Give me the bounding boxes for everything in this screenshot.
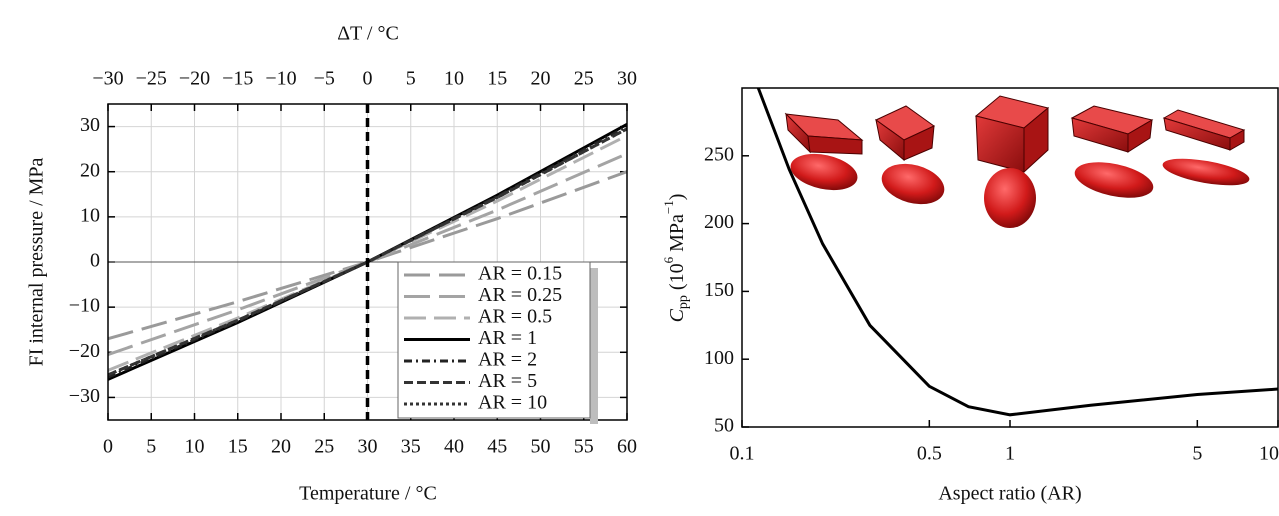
plot-frame xyxy=(107,103,628,421)
x-axis-title: Aspect ratio (AR) xyxy=(938,483,1081,505)
top-tick-label: −25 xyxy=(136,68,167,90)
y-tick-label: 10 xyxy=(80,204,100,226)
x-tick-label: 5 xyxy=(146,436,156,458)
y-tick-label: 50 xyxy=(714,415,734,437)
y-axis-title-part: C xyxy=(666,308,688,322)
x-tick-label: 25 xyxy=(314,436,334,458)
top-tick-label: 5 xyxy=(406,68,416,90)
legend-label: AR = 0.15 xyxy=(478,263,562,285)
x-tick-label: 15 xyxy=(228,436,248,458)
top-axis-title: ΔT / °C xyxy=(337,23,399,45)
y-tick-label: 100 xyxy=(704,347,734,369)
y-axis-title-part: 6 xyxy=(661,256,676,263)
top-tick-label: 25 xyxy=(574,68,594,90)
x-axis-title: Temperature / °C xyxy=(299,483,437,505)
x-tick-label: 35 xyxy=(401,436,421,458)
y-tick-label: 0 xyxy=(90,250,100,272)
top-tick-label: 0 xyxy=(363,68,373,90)
top-tick-label: −30 xyxy=(92,68,123,90)
x-tick-label: 10 xyxy=(185,436,205,458)
x-tick-label: 45 xyxy=(487,436,507,458)
y-axis-title: Cpp (106 MPa−1) xyxy=(661,194,691,323)
top-tick-label: −20 xyxy=(179,68,210,90)
y-axis-title-part: pp xyxy=(676,295,691,309)
legend-label: AR = 1 xyxy=(478,327,537,349)
top-tick-label: −5 xyxy=(314,68,335,90)
y-axis-title-part: −1 xyxy=(661,200,676,214)
legend-label: AR = 0.25 xyxy=(478,284,562,306)
y-axis-title-part: ) xyxy=(666,194,688,201)
x-tick-label: 0.1 xyxy=(730,443,755,465)
shape-illustrations xyxy=(784,95,1250,228)
y-tick-label: −10 xyxy=(69,295,100,317)
data-line xyxy=(108,152,627,356)
x-tick-label: 0.5 xyxy=(917,443,942,465)
x-tick-label: 10 xyxy=(1259,443,1279,465)
x-tick-label: 1 xyxy=(1005,443,1015,465)
y-tick-label: 20 xyxy=(80,159,100,181)
legend-label: AR = 0.5 xyxy=(478,306,552,328)
x-tick-label: 60 xyxy=(617,436,637,458)
x-tick-label: 50 xyxy=(531,436,551,458)
plot-frame xyxy=(741,87,1279,428)
top-tick-label: −10 xyxy=(265,68,296,90)
y-tick-label: −30 xyxy=(69,385,100,407)
legend-label: AR = 2 xyxy=(478,349,537,371)
top-tick-label: −15 xyxy=(222,68,253,90)
x-tick-label: 5 xyxy=(1192,443,1202,465)
x-tick-label: 20 xyxy=(271,436,291,458)
legend-label: AR = 10 xyxy=(478,392,547,414)
top-tick-label: 10 xyxy=(444,68,464,90)
top-tick-label: 20 xyxy=(531,68,551,90)
y-axis-title-part: (10 xyxy=(666,263,688,295)
y-tick-label: 250 xyxy=(704,143,734,165)
x-tick-label: 0 xyxy=(103,436,113,458)
y-tick-label: 200 xyxy=(704,211,734,233)
data-line xyxy=(756,88,1279,417)
x-tick-label: 40 xyxy=(444,436,464,458)
legend-label: AR = 5 xyxy=(478,370,537,392)
legend-shadow xyxy=(590,268,598,424)
top-tick-label: 15 xyxy=(487,68,507,90)
y-tick-label: −20 xyxy=(69,340,100,362)
x-tick-label: 30 xyxy=(358,436,378,458)
y-tick-label: 30 xyxy=(80,114,100,136)
y-tick-label: 150 xyxy=(704,279,734,301)
y-axis-title-part: MPa xyxy=(666,214,688,257)
top-tick-label: 30 xyxy=(617,68,637,90)
x-tick-label: 55 xyxy=(574,436,594,458)
y-axis-title: FI internal pressure / MPa xyxy=(26,157,48,366)
